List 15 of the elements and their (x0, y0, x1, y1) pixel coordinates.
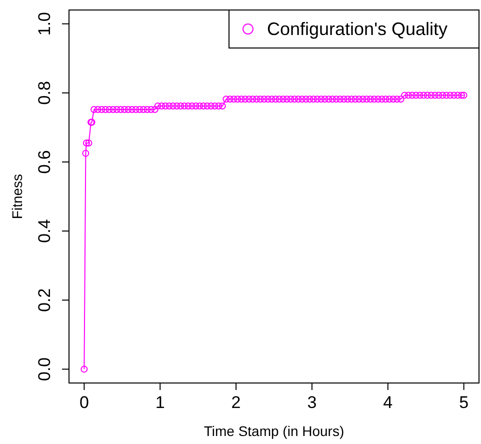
y-tick-label: 0.8 (35, 81, 54, 105)
x-tick-label: 5 (459, 393, 469, 412)
y-tick-label: 0.4 (35, 219, 54, 243)
x-tick-label: 3 (307, 393, 317, 412)
y-tick-label: 1.0 (35, 12, 54, 36)
legend-label: Configuration's Quality (267, 19, 448, 39)
y-tick-label: 0.0 (35, 357, 54, 382)
x-tick-label: 2 (231, 393, 241, 412)
x-tick-label: 0 (79, 393, 89, 412)
x-axis-title: Time Stamp (in Hours) (204, 423, 344, 439)
x-tick-label: 1 (155, 393, 165, 412)
y-tick-label: 0.2 (35, 288, 54, 312)
y-tick-label: 0.6 (35, 150, 54, 174)
y-axis-title: Fitness (9, 174, 25, 220)
x-tick-label: 4 (383, 393, 393, 412)
